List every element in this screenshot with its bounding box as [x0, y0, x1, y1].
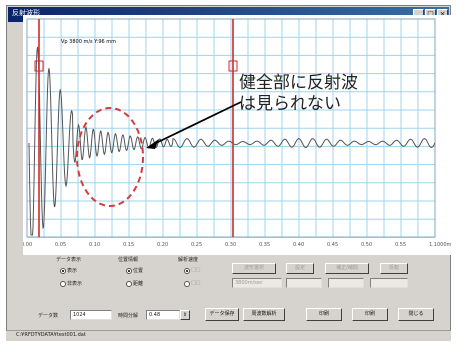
annotation-arrow [153, 101, 242, 145]
x-tick-label: 0.30 [225, 242, 236, 248]
data-count-label: データ数 [38, 313, 59, 319]
x-tick-label: 0.00 [23, 242, 32, 248]
time-resolution-label: 時間分解 [118, 313, 139, 319]
annotation-line-1: 健全部に反射波 [239, 73, 358, 93]
x-tick-label: 0.45 [327, 242, 338, 248]
radio-display-on-label: 表示 [67, 268, 78, 274]
status-text: C:¥RFDT¥DATA¥test001.dat [16, 332, 86, 338]
radio-distance-label: 距離 [133, 281, 144, 287]
frequency-analysis-button[interactable]: 周波数解析 [243, 308, 285, 321]
group-title-position: 位置情報 [118, 257, 139, 263]
x-tick-label: 0.55 [395, 242, 406, 248]
x-tick-label: 0.15 [123, 242, 134, 248]
print-button-1[interactable]: 印刷 [306, 308, 342, 321]
param-field-4[interactable] [370, 278, 408, 288]
radio-speed-2[interactable] [184, 281, 190, 287]
status-bar: C:¥RFDT¥DATA¥test001.dat [6, 330, 451, 341]
radio-display-off[interactable] [60, 281, 66, 287]
correction-button[interactable]: 補正/補間 [325, 263, 369, 274]
spin-arrows-icon[interactable]: ⇕ [180, 310, 190, 320]
waveform-trace [28, 46, 436, 236]
velocity-field[interactable]: 3800m/sec [232, 278, 282, 288]
x-tick-label: 0.25 [191, 242, 202, 248]
left-cursor-marker[interactable] [34, 60, 44, 72]
arrowhead-icon [146, 139, 159, 149]
x-axis-ticks: 0.00 0.05 0.10 0.15 0.20 0.25 0.30 0.35 0.40 0.45… [23, 242, 451, 248]
right-cursor-marker[interactable] [228, 60, 238, 72]
print-button-2[interactable]: 印刷 [352, 308, 388, 321]
waveform-select-button[interactable]: 波形選択 [232, 263, 276, 274]
radio-position[interactable] [126, 268, 132, 274]
annotation-line-2: は見られない [239, 94, 341, 114]
time-resolution-field[interactable]: 0.48 [146, 310, 180, 320]
x-tick-label: 0.35 [259, 242, 270, 248]
plot-frame [26, 18, 436, 238]
x-tick-label: 0.50 [361, 242, 372, 248]
settings-button[interactable]: 設定 [286, 263, 314, 274]
radio-speed-2-label: □□ [191, 280, 201, 286]
x-tick-label: 1.1000m [429, 242, 451, 248]
waveform-plot[interactable]: Vp 3800 m/s Y:96 mm 健全部に反射波 は見られない 0.000… [23, 15, 451, 255]
radio-display-on[interactable] [60, 268, 66, 274]
x-tick-label: 0.10 [89, 242, 100, 248]
highlight-ring [76, 107, 144, 207]
window-title: 反射波形 [12, 9, 40, 17]
group-title-speed: 解析速度 [178, 257, 199, 263]
param-field-3[interactable] [328, 278, 364, 288]
radio-display-off-label: 非表示 [67, 281, 83, 287]
plot-header: Vp 3800 m/s Y:96 mm [61, 39, 116, 45]
invert-button[interactable]: 反転 [380, 263, 408, 274]
x-tick-label: 0.20 [157, 242, 168, 248]
radio-speed-1[interactable] [184, 268, 190, 274]
radio-position-label: 位置 [133, 268, 144, 274]
x-tick-label: 0.05 [55, 242, 66, 248]
save-data-button[interactable]: データ保存 [205, 308, 239, 321]
data-count-field[interactable]: 1024 [70, 310, 112, 320]
group-title-display: データ表示 [56, 257, 82, 263]
close-button[interactable]: 閉じる [398, 308, 434, 321]
radio-speed-1-label: □□ [191, 267, 201, 273]
param-field-2[interactable] [286, 278, 322, 288]
x-tick-label: 0.40 [293, 242, 304, 248]
radio-distance[interactable] [126, 281, 132, 287]
